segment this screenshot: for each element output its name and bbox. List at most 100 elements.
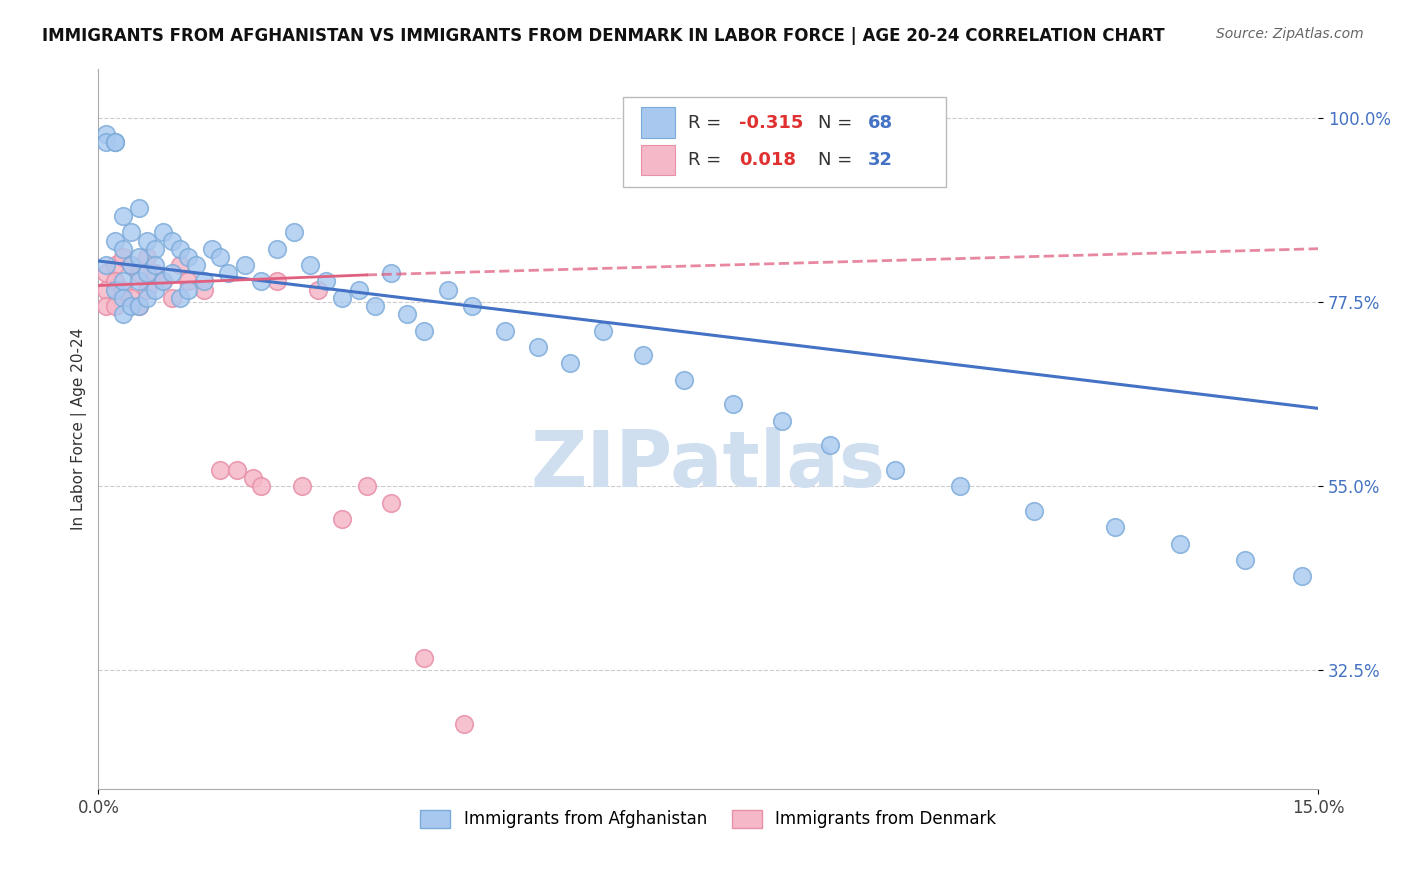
Point	[307, 283, 329, 297]
Point	[184, 258, 207, 272]
Point	[104, 135, 127, 149]
Point	[104, 234, 127, 248]
Point	[128, 299, 150, 313]
FancyBboxPatch shape	[623, 97, 946, 187]
Point	[104, 258, 127, 272]
Text: ZIPatlas: ZIPatlas	[531, 427, 886, 503]
Point	[242, 471, 264, 485]
Y-axis label: In Labor Force | Age 20-24: In Labor Force | Age 20-24	[72, 327, 87, 530]
Point	[949, 479, 972, 493]
Point	[218, 266, 240, 280]
Point	[364, 299, 387, 313]
Point	[330, 512, 353, 526]
Point	[120, 225, 142, 239]
Point	[250, 479, 273, 493]
Point	[136, 266, 159, 280]
Point	[298, 258, 321, 272]
Point	[1168, 536, 1191, 550]
Point	[193, 283, 215, 297]
Bar	[641, 107, 675, 137]
Point	[266, 275, 288, 289]
Point	[111, 291, 134, 305]
Point	[233, 258, 256, 272]
Point	[633, 348, 655, 362]
Text: 32: 32	[868, 151, 893, 169]
Point	[160, 291, 183, 305]
Point	[1234, 553, 1257, 567]
Point	[136, 250, 159, 264]
Point	[347, 283, 370, 297]
Point	[160, 266, 183, 280]
Point	[111, 307, 134, 321]
Point	[104, 275, 127, 289]
Point	[592, 324, 614, 338]
Point	[111, 242, 134, 256]
Point	[136, 234, 159, 248]
Point	[152, 275, 174, 289]
Point	[330, 291, 353, 305]
Point	[111, 209, 134, 223]
Text: 68: 68	[868, 113, 893, 132]
Point	[209, 463, 232, 477]
Text: R =: R =	[688, 151, 727, 169]
Point	[136, 283, 159, 297]
Point	[193, 275, 215, 289]
Point	[437, 283, 460, 297]
Point	[177, 250, 200, 264]
Point	[111, 283, 134, 297]
Point	[177, 275, 200, 289]
Point	[143, 242, 166, 256]
Point	[143, 283, 166, 297]
Point	[526, 340, 548, 354]
Point	[104, 299, 127, 313]
Point	[266, 242, 288, 256]
Point	[380, 266, 402, 280]
Bar	[641, 145, 675, 175]
Point	[250, 275, 273, 289]
Point	[96, 135, 118, 149]
Point	[1104, 520, 1126, 534]
Point	[412, 651, 434, 665]
Point	[453, 716, 475, 731]
Point	[128, 266, 150, 280]
Point	[201, 242, 224, 256]
Point	[128, 201, 150, 215]
Point	[104, 283, 127, 297]
Point	[412, 324, 434, 338]
Point	[120, 258, 142, 272]
Point	[152, 275, 174, 289]
Text: IMMIGRANTS FROM AFGHANISTAN VS IMMIGRANTS FROM DENMARK IN LABOR FORCE | AGE 20-2: IMMIGRANTS FROM AFGHANISTAN VS IMMIGRANT…	[42, 27, 1164, 45]
Point	[96, 266, 118, 280]
Point	[136, 291, 159, 305]
Point	[380, 495, 402, 509]
Point	[169, 242, 191, 256]
Point	[396, 307, 419, 321]
Point	[672, 373, 695, 387]
Point	[225, 463, 247, 477]
Point	[120, 299, 142, 313]
Point	[96, 127, 118, 141]
Point	[169, 291, 191, 305]
Point	[770, 414, 793, 428]
Point	[461, 299, 484, 313]
Point	[152, 225, 174, 239]
Point	[177, 283, 200, 297]
Point	[128, 299, 150, 313]
Point	[143, 258, 166, 272]
Point	[283, 225, 305, 239]
Text: 0.018: 0.018	[738, 151, 796, 169]
Point	[111, 250, 134, 264]
Text: -0.315: -0.315	[738, 113, 803, 132]
Point	[884, 463, 907, 477]
Point	[1022, 504, 1045, 518]
Point	[143, 266, 166, 280]
Point	[128, 275, 150, 289]
Point	[721, 397, 744, 411]
Point	[111, 275, 134, 289]
Point	[128, 250, 150, 264]
Text: N =: N =	[818, 113, 858, 132]
Point	[356, 479, 378, 493]
Point	[558, 356, 581, 370]
Point	[96, 283, 118, 297]
Text: N =: N =	[818, 151, 858, 169]
